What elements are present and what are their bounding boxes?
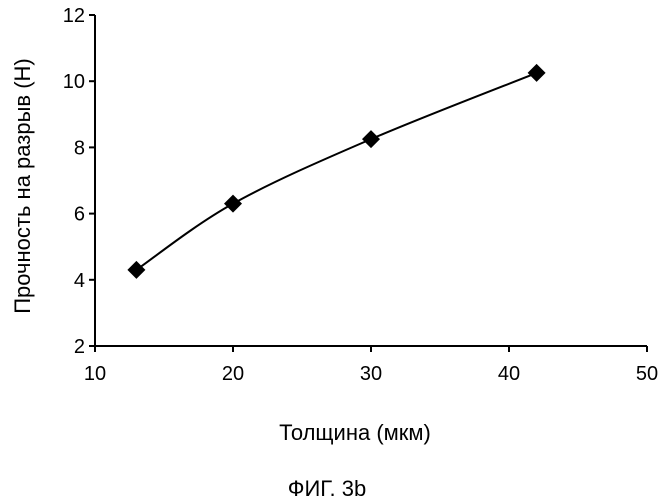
data-point-marker (127, 261, 145, 279)
series-line (136, 73, 536, 270)
data-point-marker (362, 130, 380, 148)
data-point-marker (528, 64, 546, 82)
figure-caption: ФИГ. 3b (288, 476, 366, 500)
y-tick-label: 12 (63, 5, 85, 27)
x-tick-label: 30 (360, 363, 382, 385)
y-tick-label: 8 (74, 137, 85, 159)
x-tick-label: 10 (84, 363, 106, 385)
axes: 2 4 6 8 10 12 10 20 30 40 50 (63, 5, 658, 385)
data-point-marker (224, 195, 242, 213)
x-tick-label: 40 (498, 363, 520, 385)
y-tick-label: 10 (63, 71, 85, 93)
y-tick-label: 4 (74, 270, 85, 292)
x-ticks: 10 20 30 40 50 (84, 346, 658, 385)
x-axis-title: Толщина (мкм) (279, 420, 431, 445)
x-tick-label: 20 (222, 363, 244, 385)
plot-area (127, 64, 545, 279)
x-tick-label: 50 (636, 363, 658, 385)
y-tick-label: 2 (74, 336, 85, 358)
y-axis-title: Прочность на разрыв (Н) (10, 58, 35, 314)
y-ticks: 2 4 6 8 10 12 (63, 5, 95, 358)
y-tick-label: 6 (74, 204, 85, 226)
